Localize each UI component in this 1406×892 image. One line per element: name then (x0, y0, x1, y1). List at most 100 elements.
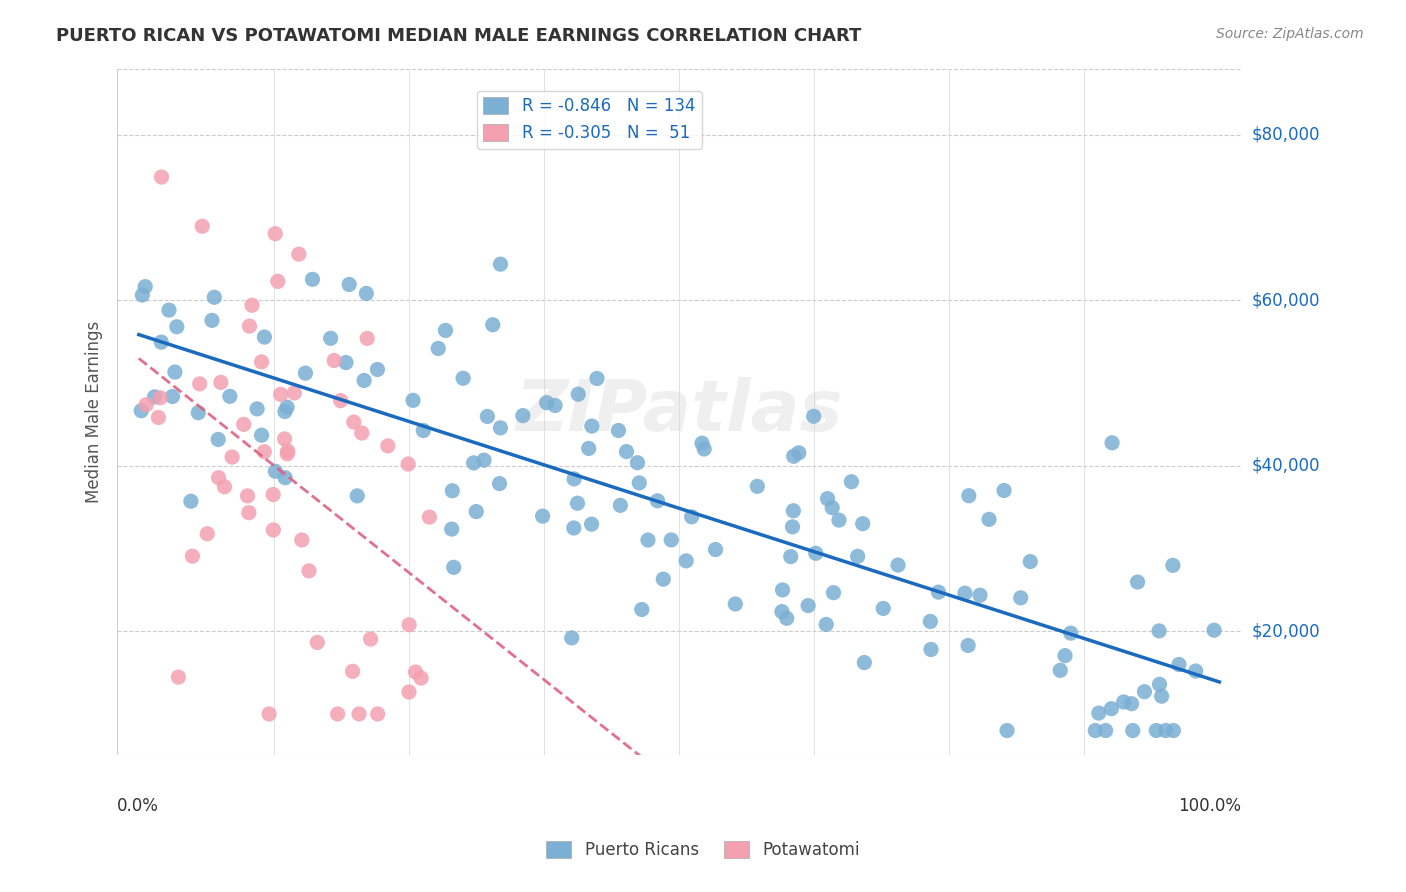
Puerto Ricans (887, 558, 910, 572)
Puerto Ricans (562, 521, 585, 535)
Puerto Ricans (274, 471, 297, 485)
Puerto Ricans (157, 303, 180, 318)
Puerto Ricans (675, 554, 697, 568)
Potawatomi (270, 387, 292, 401)
Potawatomi (238, 319, 260, 334)
Potawatomi (250, 355, 273, 369)
Potawatomi (329, 393, 352, 408)
Puerto Ricans (567, 496, 589, 510)
Puerto Ricans (681, 509, 703, 524)
Puerto Ricans (977, 512, 1000, 526)
Puerto Ricans (561, 631, 583, 645)
Potawatomi (342, 665, 364, 679)
Puerto Ricans (841, 475, 863, 489)
Potawatomi (209, 376, 232, 390)
Potawatomi (418, 510, 440, 524)
Puerto Ricans (451, 371, 474, 385)
Puerto Ricans (581, 419, 603, 434)
Puerto Ricans (1144, 723, 1167, 738)
Puerto Ricans (690, 436, 713, 450)
Puerto Ricans (1184, 664, 1206, 678)
Puerto Ricans (434, 323, 457, 337)
Puerto Ricans (463, 456, 485, 470)
Potawatomi (207, 471, 229, 485)
Potawatomi (356, 331, 378, 345)
Puerto Ricans (647, 493, 669, 508)
Puerto Ricans (1060, 626, 1083, 640)
Puerto Ricans (412, 424, 434, 438)
Puerto Ricans (1126, 574, 1149, 589)
Puerto Ricans (1088, 706, 1111, 720)
Puerto Ricans (1168, 657, 1191, 672)
Potawatomi (262, 487, 284, 501)
Puerto Ricans (783, 449, 806, 463)
Potawatomi (167, 670, 190, 684)
Puerto Ricans (187, 406, 209, 420)
Puerto Ricans (129, 403, 152, 417)
Puerto Ricans (616, 444, 638, 458)
Puerto Ricans (776, 611, 799, 625)
Potawatomi (367, 706, 389, 721)
Potawatomi (267, 274, 290, 288)
Puerto Ricans (180, 494, 202, 508)
Puerto Ricans (1149, 677, 1171, 691)
Puerto Ricans (1053, 648, 1076, 663)
Potawatomi (277, 444, 299, 458)
Puerto Ricans (472, 453, 495, 467)
Puerto Ricans (920, 615, 942, 629)
Potawatomi (149, 391, 172, 405)
Puerto Ricans (782, 520, 804, 534)
Potawatomi (288, 247, 311, 261)
Puerto Ricans (969, 588, 991, 602)
Potawatomi (396, 457, 419, 471)
Potawatomi (405, 665, 427, 679)
Puerto Ricans (1101, 435, 1123, 450)
Puerto Ricans (957, 639, 980, 653)
Y-axis label: Median Male Earnings: Median Male Earnings (86, 321, 103, 503)
Puerto Ricans (628, 475, 651, 490)
Potawatomi (273, 432, 295, 446)
Text: $60,000: $60,000 (1253, 291, 1320, 310)
Puerto Ricans (567, 387, 589, 401)
Potawatomi (262, 523, 284, 537)
Potawatomi (411, 671, 433, 685)
Potawatomi (307, 635, 329, 649)
Puerto Ricans (586, 371, 609, 385)
Puerto Ricans (402, 393, 425, 408)
Puerto Ricans (1084, 723, 1107, 738)
Puerto Ricans (747, 479, 769, 493)
Puerto Ricans (607, 424, 630, 438)
Puerto Ricans (163, 365, 186, 379)
Puerto Ricans (927, 585, 949, 599)
Potawatomi (276, 447, 298, 461)
Puerto Ricans (1147, 624, 1170, 638)
Puerto Ricans (512, 409, 534, 423)
Puerto Ricans (1150, 689, 1173, 703)
Puerto Ricans (166, 319, 188, 334)
Text: $40,000: $40,000 (1253, 457, 1320, 475)
Puerto Ricans (440, 522, 463, 536)
Puerto Ricans (920, 642, 942, 657)
Puerto Ricans (162, 390, 184, 404)
Puerto Ricans (995, 723, 1018, 738)
Puerto Ricans (301, 272, 323, 286)
Puerto Ricans (1163, 723, 1185, 738)
Puerto Ricans (704, 542, 727, 557)
Potawatomi (232, 417, 254, 432)
Puerto Ricans (250, 428, 273, 442)
Puerto Ricans (443, 560, 465, 574)
Puerto Ricans (264, 464, 287, 478)
Puerto Ricans (481, 318, 503, 332)
Text: ZIPatlas: ZIPatlas (516, 377, 842, 446)
Puerto Ricans (1019, 555, 1042, 569)
Puerto Ricans (150, 335, 173, 350)
Puerto Ricans (131, 288, 153, 302)
Legend: Puerto Ricans, Potawatomi: Puerto Ricans, Potawatomi (540, 834, 866, 866)
Puerto Ricans (659, 533, 682, 547)
Puerto Ricans (253, 330, 276, 344)
Potawatomi (283, 386, 305, 401)
Puerto Ricans (294, 366, 316, 380)
Puerto Ricans (652, 572, 675, 586)
Potawatomi (291, 533, 314, 547)
Potawatomi (148, 410, 170, 425)
